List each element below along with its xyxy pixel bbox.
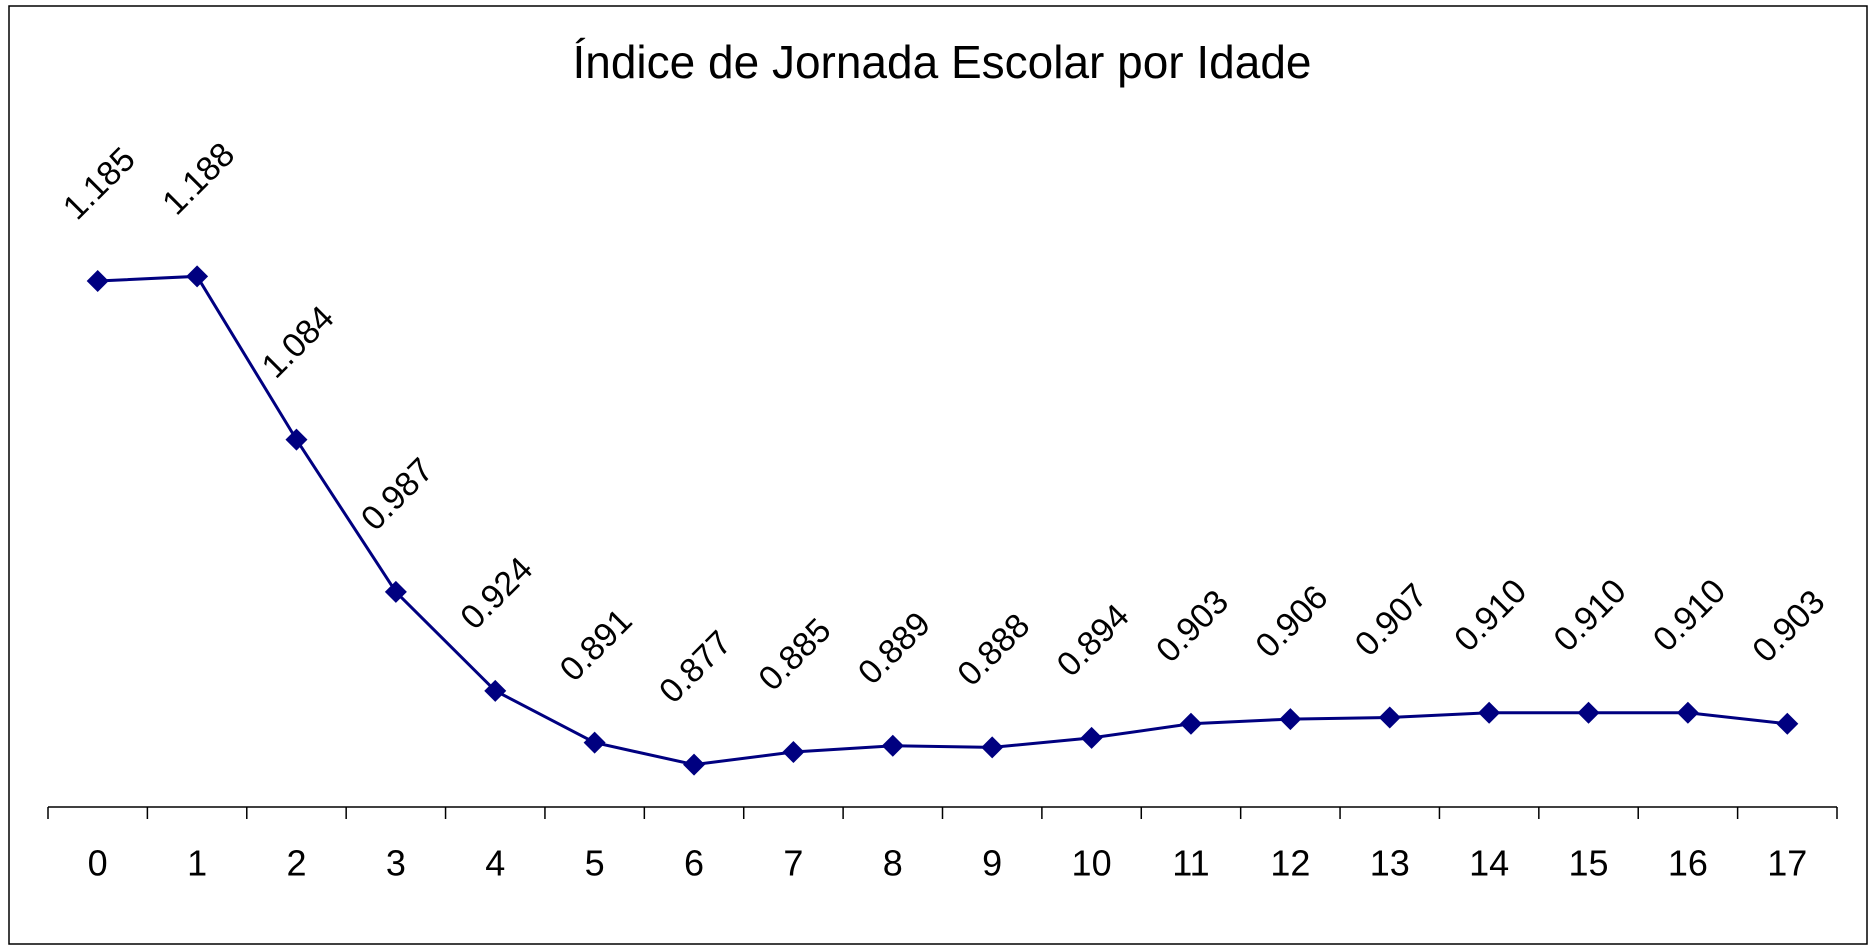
x-tick-label: 15 <box>1569 843 1609 884</box>
marker <box>782 741 805 764</box>
marker <box>683 753 706 776</box>
marker <box>1279 708 1302 731</box>
marker <box>1776 712 1799 735</box>
chart-title: Índice de Jornada Escolar por Idade <box>572 36 1311 88</box>
chart-frame <box>8 5 1868 945</box>
marker <box>384 580 407 603</box>
x-tick-label: 9 <box>982 843 1002 884</box>
x-tick-label: 5 <box>585 843 605 884</box>
marker <box>1179 712 1202 735</box>
series-line <box>97 274 1788 767</box>
x-tick-label: 3 <box>386 843 406 884</box>
x-tick-label: 7 <box>783 843 803 884</box>
x-tick-label: 12 <box>1270 843 1310 884</box>
x-tick-label: 1 <box>187 843 207 884</box>
marker <box>583 731 606 754</box>
marker <box>1577 701 1600 724</box>
x-tick-label: 14 <box>1469 843 1509 884</box>
x-tick-label: 10 <box>1072 843 1112 884</box>
x-tick-label: 2 <box>286 843 306 884</box>
marker <box>881 734 904 757</box>
x-tick-label: 8 <box>883 843 903 884</box>
x-tick-label: 11 <box>1172 843 1209 884</box>
x-tick-label: 4 <box>485 843 505 884</box>
x-tick-label: 0 <box>88 843 108 884</box>
marker <box>1080 726 1103 749</box>
marker <box>285 428 308 451</box>
marker <box>1676 701 1699 724</box>
x-tick-label: 17 <box>1767 843 1807 884</box>
x-tick-label: 13 <box>1370 843 1410 884</box>
x-tick-label: 16 <box>1668 843 1708 884</box>
marker <box>1378 706 1401 729</box>
x-tick-label: 6 <box>684 843 704 884</box>
marker <box>1478 701 1501 724</box>
marker <box>484 679 507 702</box>
marker <box>186 265 209 288</box>
marker <box>981 736 1004 759</box>
marker <box>86 270 109 293</box>
